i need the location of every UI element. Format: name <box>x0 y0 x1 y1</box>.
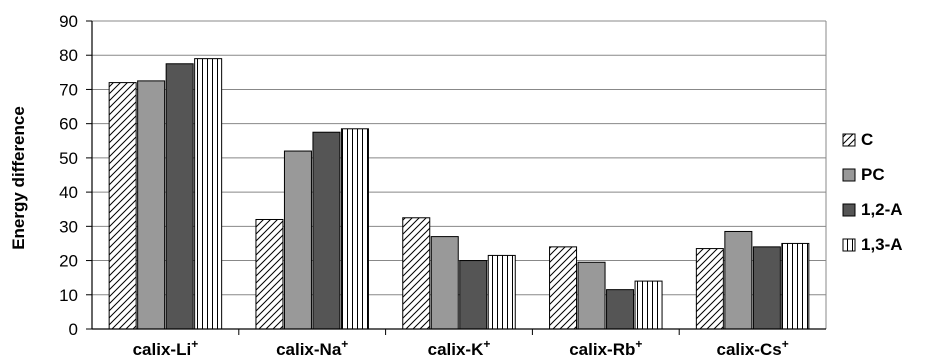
bar <box>606 289 635 330</box>
legend-swatch <box>842 238 856 252</box>
x-category-label: calix-Na+ <box>276 337 348 359</box>
bar <box>430 236 459 330</box>
legend-label: C <box>861 130 873 149</box>
y-tick-label: 50 <box>59 149 78 168</box>
y-tick-label: 30 <box>59 217 78 236</box>
legend-swatch <box>842 203 856 217</box>
x-category-label: calix-Cs+ <box>716 337 788 359</box>
y-tick-label: 0 <box>69 320 78 339</box>
bar <box>724 230 753 330</box>
bar <box>108 82 137 330</box>
legend-label: 1,2-A <box>861 200 903 219</box>
bar <box>255 218 284 330</box>
x-category-label: calix-Li+ <box>133 337 199 359</box>
bar <box>137 80 166 330</box>
bar <box>752 246 781 330</box>
legend-swatch <box>842 133 856 147</box>
y-tick-label: 10 <box>59 286 78 305</box>
legend-swatch <box>842 168 856 182</box>
bar <box>283 150 312 330</box>
x-category-label: calix-K+ <box>428 337 491 359</box>
y-tick-labels: 0 10 20 30 40 50 60 70 80 90 <box>59 12 78 339</box>
bar <box>634 280 663 330</box>
bar <box>165 63 194 330</box>
bar-group <box>108 58 810 330</box>
legend-label: 1,3-A <box>861 235 903 254</box>
y-axis-title: Energy difference <box>9 106 28 250</box>
bar <box>781 242 810 330</box>
x-category-label: calix-Rb+ <box>569 337 642 359</box>
y-tick-label: 90 <box>59 12 78 31</box>
x-category-labels: calix-Li+ calix-Na+ calix-K+ calix-Rb+ calix… <box>133 337 789 359</box>
bar <box>487 254 516 330</box>
bar <box>312 131 341 330</box>
legend-label: PC <box>861 165 885 184</box>
bar <box>695 248 724 330</box>
axes <box>86 20 826 335</box>
y-tick-label: 60 <box>59 115 78 134</box>
bar <box>194 58 223 330</box>
bar <box>459 260 488 330</box>
bar <box>402 217 431 330</box>
y-tick-label: 40 <box>59 183 78 202</box>
legend: C PC 1,2-A 1,3-A <box>842 130 903 254</box>
bar <box>340 128 369 330</box>
bar <box>549 246 578 330</box>
y-tick-label: 70 <box>59 80 78 99</box>
y-tick-label: 20 <box>59 252 78 271</box>
bar <box>577 261 606 330</box>
y-tick-label: 80 <box>59 46 78 65</box>
